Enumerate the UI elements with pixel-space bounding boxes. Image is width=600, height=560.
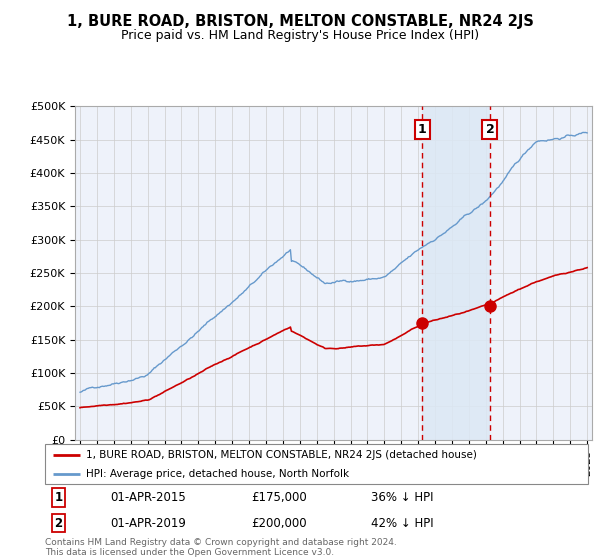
FancyBboxPatch shape [45, 444, 588, 484]
Text: Price paid vs. HM Land Registry's House Price Index (HPI): Price paid vs. HM Land Registry's House … [121, 29, 479, 42]
Text: 2: 2 [55, 517, 62, 530]
Text: 1: 1 [55, 491, 62, 504]
Bar [422, 106, 490, 440]
Text: 42% ↓ HPI: 42% ↓ HPI [371, 517, 433, 530]
Text: 1: 1 [418, 123, 427, 136]
Text: 1, BURE ROAD, BRISTON, MELTON CONSTABLE, NR24 2JS (detached house): 1, BURE ROAD, BRISTON, MELTON CONSTABLE,… [86, 450, 476, 460]
Text: 36% ↓ HPI: 36% ↓ HPI [371, 491, 433, 504]
Text: HPI: Average price, detached house, North Norfolk: HPI: Average price, detached house, Nort… [86, 469, 349, 478]
Text: 01-APR-2019: 01-APR-2019 [110, 517, 186, 530]
Text: Contains HM Land Registry data © Crown copyright and database right 2024.
This d: Contains HM Land Registry data © Crown c… [45, 538, 397, 557]
Text: 1, BURE ROAD, BRISTON, MELTON CONSTABLE, NR24 2JS: 1, BURE ROAD, BRISTON, MELTON CONSTABLE,… [67, 14, 533, 29]
Text: £175,000: £175,000 [251, 491, 307, 504]
Text: 01-APR-2015: 01-APR-2015 [110, 491, 186, 504]
Text: 2: 2 [485, 123, 494, 136]
Text: £200,000: £200,000 [251, 517, 307, 530]
